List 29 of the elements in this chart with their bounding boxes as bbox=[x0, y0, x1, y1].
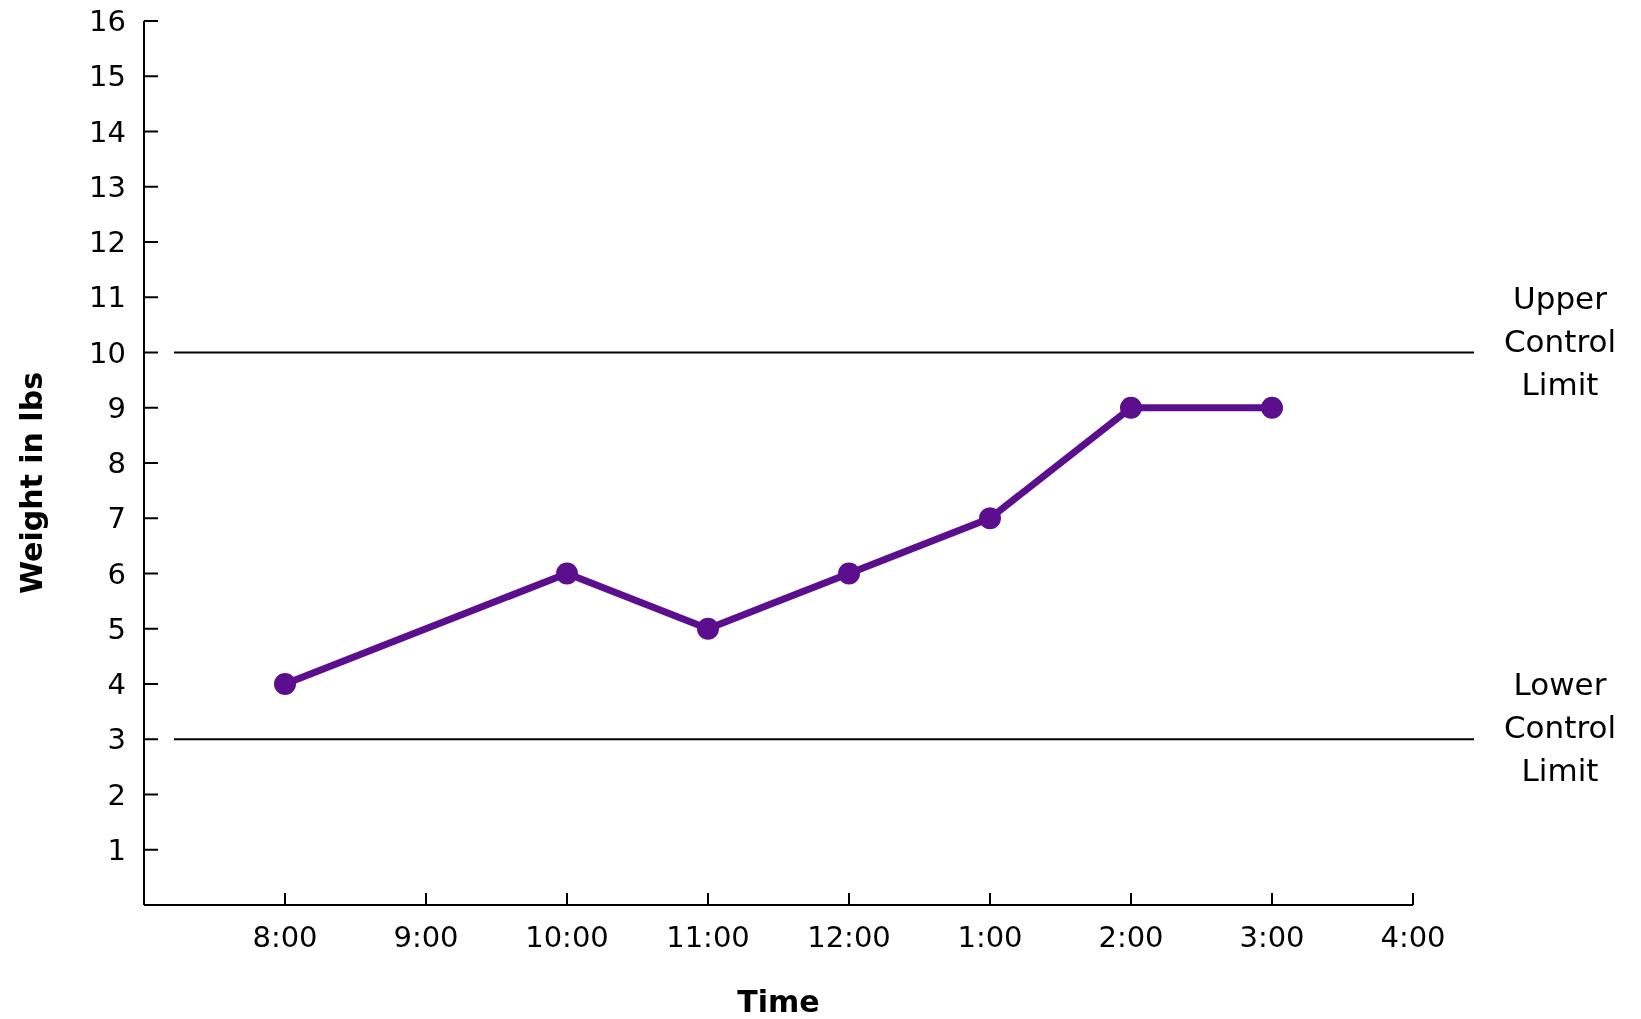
y-tick-label: 4 bbox=[107, 667, 126, 701]
y-tick-label: 5 bbox=[107, 611, 126, 646]
y-tick-label: 15 bbox=[89, 59, 126, 94]
x-tick-label: 8:00 bbox=[252, 920, 318, 954]
x-tick-label: 11:00 bbox=[666, 920, 750, 954]
x-tick-label: 9:00 bbox=[393, 920, 459, 954]
y-tick-label: 13 bbox=[89, 169, 126, 204]
x-tick-label: 1:00 bbox=[957, 920, 1023, 954]
y-tick-label: 8 bbox=[107, 446, 126, 480]
y-tick-label: 3 bbox=[107, 722, 126, 757]
y-tick-label: 7 bbox=[107, 501, 126, 536]
x-tick-label: 4:00 bbox=[1380, 920, 1446, 954]
y-tick-label: 12 bbox=[89, 225, 126, 259]
ref-line-label: Lower Control Limit bbox=[1503, 666, 1617, 789]
x-tick-label: 3:00 bbox=[1239, 920, 1305, 954]
y-tick-label: 2 bbox=[107, 777, 126, 812]
x-tick-label: 12:00 bbox=[807, 920, 891, 954]
y-tick-label: 1 bbox=[107, 832, 126, 867]
ref-line-label: Upper Control Limit bbox=[1503, 279, 1617, 402]
y-tick-label: 11 bbox=[89, 280, 126, 315]
y-tick-label: 10 bbox=[89, 335, 126, 370]
y-tick-label: 14 bbox=[89, 114, 126, 149]
y-tick-label: 6 bbox=[107, 556, 126, 591]
x-tick-label: 2:00 bbox=[1098, 920, 1164, 954]
x-axis-title: Time bbox=[737, 984, 820, 1019]
y-tick-label: 16 bbox=[89, 4, 126, 38]
x-tick-label: 10:00 bbox=[525, 920, 609, 954]
y-axis-title: Weight in lbs bbox=[14, 372, 49, 594]
y-tick-label: 9 bbox=[107, 390, 126, 425]
